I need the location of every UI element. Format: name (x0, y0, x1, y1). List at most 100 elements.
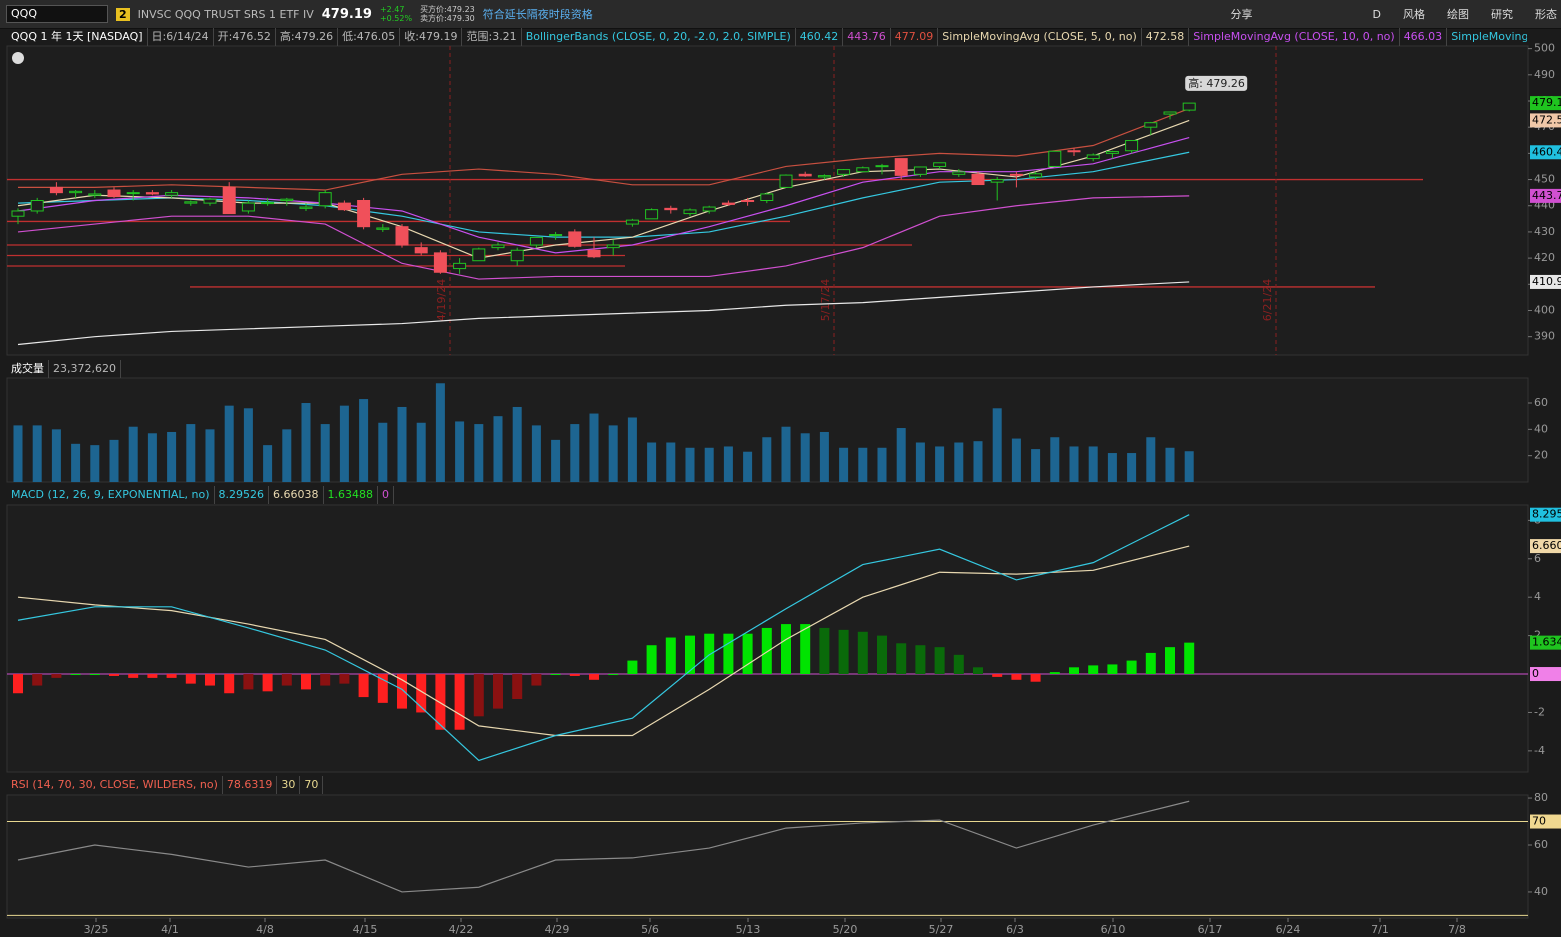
candle-body (395, 226, 409, 246)
candle-body (760, 193, 774, 201)
volume-bar (551, 439, 561, 482)
legend-item[interactable]: 范围:3.21 (462, 28, 522, 46)
legend-item[interactable]: SimpleMovingAvg (CLOSE, 10, 0, no) (1189, 28, 1400, 46)
macd-histogram-bar (109, 674, 119, 676)
candle-body (1029, 173, 1043, 178)
x-tick-label: 6/3 (1006, 923, 1024, 936)
macd-histogram-bar (627, 660, 638, 675)
legend-item[interactable]: SimpleMovingAvg (CLOSE, 20, 0,... (1447, 28, 1527, 46)
legend-item[interactable]: BollingerBands (CLOSE, 0, 20, -2.0, 2.0,… (522, 28, 796, 46)
aggregation-button[interactable]: D (1372, 7, 1381, 21)
legend-item[interactable]: 8.29526 (215, 486, 270, 504)
x-tick-label: 3/25 (84, 923, 109, 936)
symbol-input[interactable]: QQQ (6, 5, 108, 23)
volume-bar (128, 426, 138, 482)
legend-item[interactable]: QQQ 1 年 1天 [NASDAQ] (7, 28, 148, 46)
candle-body (625, 219, 639, 225)
price-tag (1530, 145, 1561, 160)
legend-item[interactable]: 日:6/14/24 (148, 28, 214, 46)
price-tag-label: 0 (1532, 667, 1539, 680)
x-tick-label: 6/24 (1276, 923, 1301, 936)
volume-bar (608, 425, 618, 482)
legend-item[interactable]: 0 (378, 486, 395, 504)
macd-histogram-bar (262, 674, 273, 692)
volume-bar (819, 431, 829, 482)
y-tick-label: 390 (1534, 330, 1555, 343)
macd-histogram-bar (454, 674, 465, 730)
link-badge[interactable]: 2 (116, 7, 130, 21)
candle-body (1125, 140, 1139, 152)
macd-histogram-bar (493, 674, 503, 709)
volume-bar (704, 447, 714, 482)
macd-histogram-bar (51, 674, 62, 678)
legend-item[interactable]: 收:479.19 (400, 28, 463, 46)
volume-bar (90, 445, 100, 482)
legend-item[interactable]: 472.58 (1142, 28, 1190, 46)
alert-icon[interactable] (12, 52, 24, 64)
macd-histogram-bar (397, 674, 407, 709)
volume-bar (723, 446, 733, 482)
macd-histogram-bar (531, 674, 542, 686)
volume-bar (493, 416, 503, 482)
volume-bar (743, 451, 753, 482)
candle-body (933, 162, 947, 167)
candle-body (1086, 154, 1100, 160)
price-tag-label: 1.634 (1532, 636, 1561, 649)
patterns-button[interactable]: 形态 (1535, 8, 1557, 21)
y-tick-label: 40 (1534, 885, 1548, 898)
legend-item[interactable]: SimpleMovingAvg (CLOSE, 5, 0, no) (938, 28, 1142, 46)
x-tick-label: 4/1 (161, 923, 179, 936)
candle-body (587, 249, 601, 258)
studies-button[interactable]: 研究 (1491, 8, 1513, 21)
candle-body (453, 262, 467, 270)
volume-bar (992, 408, 1002, 482)
volume-bar (954, 442, 964, 482)
candle-body (261, 202, 275, 205)
candle-body (1163, 111, 1177, 115)
macd-histogram-bar (128, 674, 139, 678)
y-tick-label: 6 (1534, 552, 1541, 565)
candle-body (971, 173, 985, 186)
notice[interactable]: 符合延长隔夜时段资格 (482, 8, 593, 21)
candle-body (318, 192, 332, 207)
candle-body (510, 249, 524, 262)
legend-item[interactable]: MACD (12, 26, 9, EXPONENTIAL, no) (7, 486, 215, 504)
macd-histogram-bar (665, 637, 676, 675)
legend-item[interactable]: 23,372,620 (49, 360, 121, 378)
price-tag (1530, 188, 1561, 203)
ask: 卖方价:479.30 (420, 14, 475, 23)
study-legend: QQQ 1 年 1天 [NASDAQ] 日:6/14/24 开:476.52 高:47… (7, 28, 1527, 46)
legend-item[interactable]: 460.42 (796, 28, 844, 46)
candle-body (741, 200, 755, 202)
legend-item[interactable]: 成交量 (7, 360, 49, 378)
volume-bar (800, 433, 810, 482)
volume-bar (224, 405, 234, 482)
macd-histogram-bar (435, 674, 446, 730)
legend-item[interactable]: 1.63488 (324, 486, 379, 504)
legend-item[interactable]: 443.76 (843, 28, 891, 46)
volume-bar (647, 442, 657, 482)
macd-histogram-bar (224, 674, 235, 694)
legend-item[interactable]: 高:479.26 (276, 28, 339, 46)
legend-item[interactable]: RSI (14, 70, 30, CLOSE, WILDERS, no) (7, 776, 223, 794)
volume-bar (378, 422, 388, 482)
volume-bar (186, 424, 196, 482)
volume-bar (455, 421, 465, 482)
drawing-button[interactable]: 绘图 (1447, 8, 1469, 21)
legend-item[interactable]: 466.03 (1400, 28, 1448, 46)
price-tag-label: 8.295 (1532, 508, 1561, 521)
legend-item[interactable]: 低:476.05 (338, 28, 401, 46)
legend-item[interactable]: 70 (300, 776, 324, 794)
candle-body (433, 252, 447, 273)
legend-item[interactable]: 开:476.52 (214, 28, 276, 46)
volume-bar (839, 447, 849, 482)
legend-item[interactable]: 6.66038 (269, 486, 324, 504)
volume-bar (1050, 437, 1060, 482)
legend-item[interactable]: 30 (277, 776, 301, 794)
volume-bar (1127, 453, 1137, 482)
legend-item[interactable]: 477.09 (891, 28, 939, 46)
share-button[interactable]: 分享 (1230, 8, 1253, 21)
style-button[interactable]: 风格 (1403, 8, 1425, 21)
legend-item[interactable]: 78.6319 (223, 776, 278, 794)
macd-histogram-bar (781, 624, 791, 675)
